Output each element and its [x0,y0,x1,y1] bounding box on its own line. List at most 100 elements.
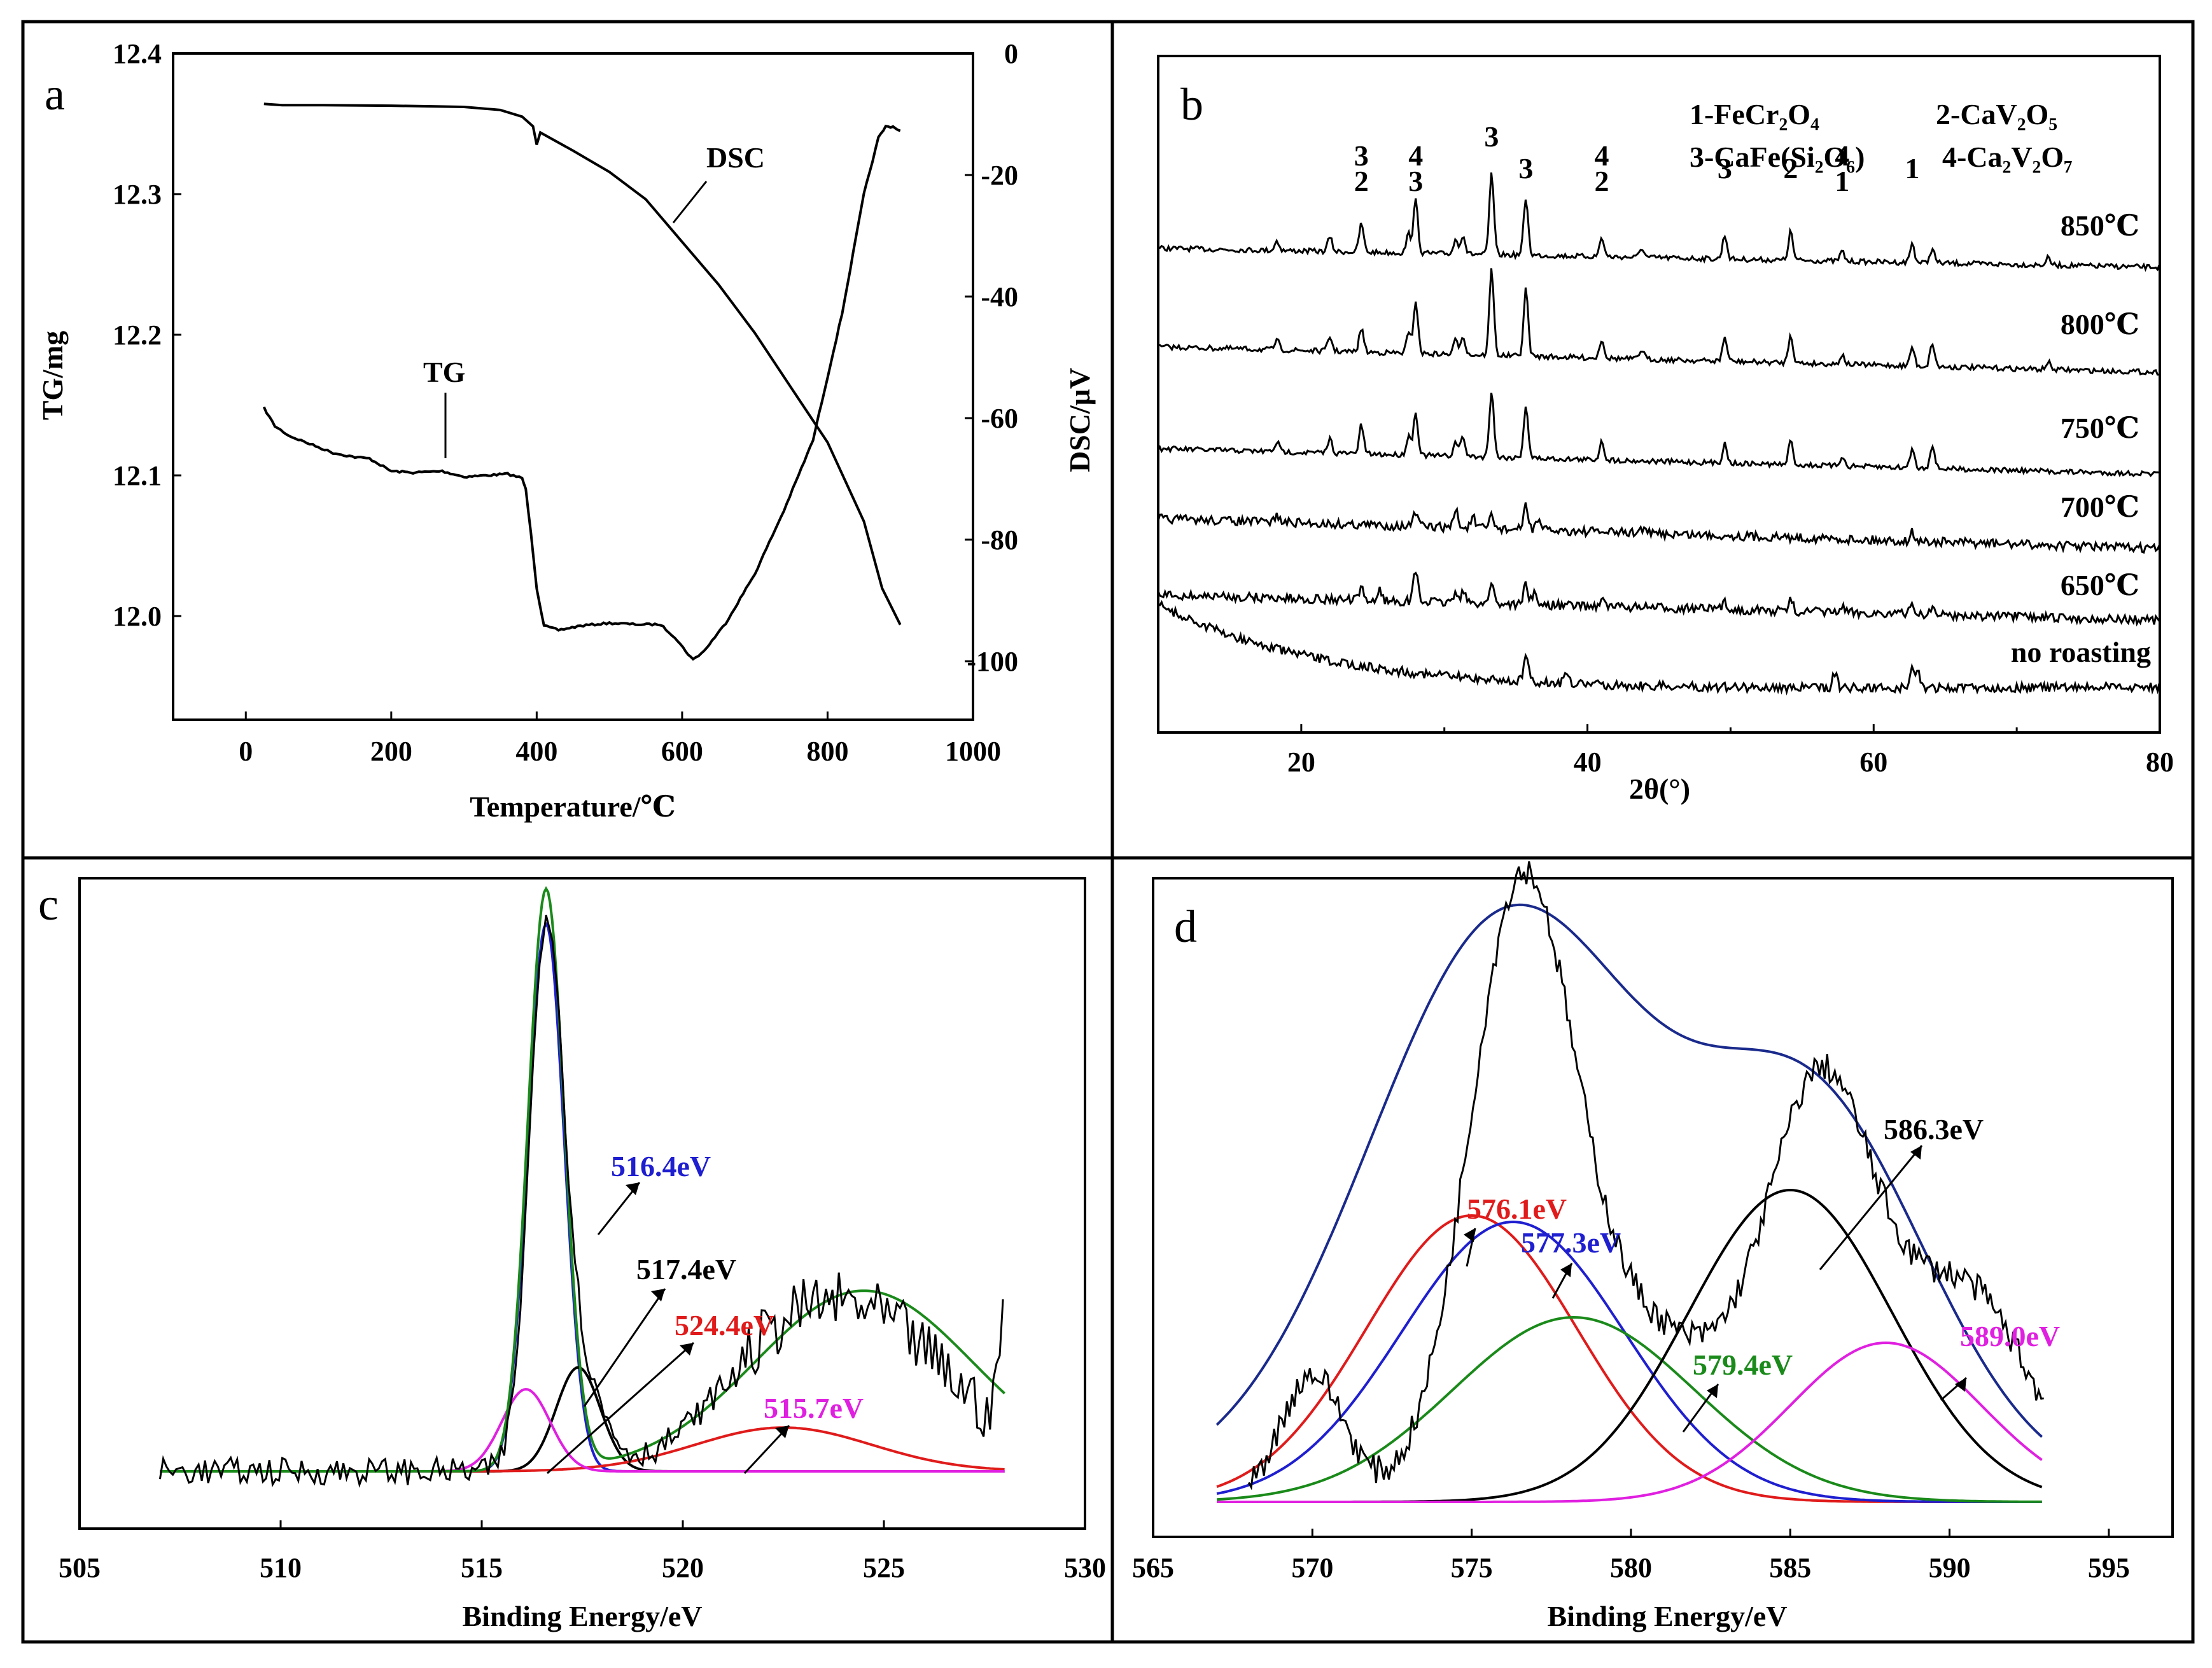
annotation-arrowhead [626,1182,640,1195]
panel-d-ticks: 565 570 575 580 585 590 595 [1132,1529,2130,1583]
tg-annotation-label: TG [423,356,465,388]
label-700c: 700℃ [2061,491,2139,523]
label-no-roasting: no roasting [2011,636,2151,668]
panel-d-x-tick-label: 585 [1769,1552,1811,1583]
panel-d-x-tick-label: 565 [1132,1552,1174,1583]
peak-label: 3 [1484,120,1499,153]
annotation-arrowhead [1910,1146,1922,1160]
peak-energy-label: 586.3eV [1884,1113,1984,1146]
panel-a-x-tick-label: 0 [239,736,253,767]
panel-a-y-right-tick-label: -20 [981,160,1018,191]
panel-c: c 505 510 515 520 525 530 516.4eV 517.4eV 524.4… [38,877,1106,1632]
peak-energy-label: 579.4eV [1693,1349,1793,1381]
annotation-arrowhead [680,1343,694,1356]
panel-a-x-axis-label: Temperature/℃ [470,790,675,823]
panel-b-x-tick-label: 80 [2146,746,2174,778]
xps-fit-curve [160,886,1005,1473]
panel-d-plot-frame [1152,877,2174,1538]
panel-b-x-tick-label: 20 [1287,746,1315,778]
peak-label: 1 [1835,165,1849,197]
label-750c: 750℃ [2061,412,2139,444]
label-850c: 850℃ [2061,209,2139,242]
legend-ca2v2o7: 4-Ca₂V₂O₇ [1942,141,2073,173]
panel-a-y-right-tick-label: -60 [981,403,1018,434]
xrd-pattern [1157,502,2160,554]
peak-energy-label: 576.1eV [1467,1193,1567,1225]
panel-b-plot-frame [1157,55,2161,734]
panel-d-x-tick-label: 595 [2088,1552,2130,1583]
peak-energy-label: 515.7eV [764,1392,864,1424]
annotation-arrowhead [1707,1384,1718,1398]
panel-a-y-left-tick-label: 12.2 [113,319,162,351]
dsc-annotation-label: DSC [706,141,765,174]
annotation-arrowhead [1955,1378,1966,1392]
xrd-pattern [1158,172,2160,272]
panel-c-ticks: 505 510 515 520 525 530 [59,1520,1106,1583]
peak-label: 3 [1518,152,1533,185]
panel-a-x-tick-label: 400 [515,736,557,767]
panel-b-ticks: 20 40 60 80 [1287,724,2174,778]
peak-energy-label: 589.0eV [1960,1320,2060,1352]
peak-label: 4 [1595,139,1609,172]
panel-d: d 565 570 575 580 585 590 595 576.1eV577.3eV57… [1132,861,2174,1632]
panel-a-plot-frame [172,52,974,721]
peak-energy-label: 577.3eV [1521,1226,1621,1259]
peak-label: 3 [1354,139,1369,172]
panel-c-x-axis-label: Binding Energy/eV [462,1600,702,1632]
xrd-pattern [1158,268,2160,376]
panel-a-letter: a [45,69,65,120]
annotation-arrow [583,1288,666,1407]
panel-d-letter: d [1174,901,1197,952]
panel-d-x-tick-label: 580 [1610,1552,1652,1583]
peak-label: 4 [1408,139,1423,172]
panel-b-x-tick-label: 60 [1859,746,1887,778]
xrd-pattern [1158,599,2160,696]
panel-a-x-tick-label: 800 [806,736,848,767]
panel-a-y-left-tick-label: 12.0 [113,601,162,632]
annotation-arrow [547,1342,694,1475]
panel-c-x-tick-label: 525 [863,1552,905,1583]
peak-label: 1 [1905,152,1919,185]
panel-c-x-tick-label: 510 [260,1552,302,1583]
panel-a-x-tick-label: 200 [370,736,412,767]
label-800c: 800℃ [2061,308,2139,340]
panel-c-letter: c [38,879,59,930]
legend-fecr2o4: 1-FeCr₂O₄ [1690,98,1819,130]
panel-a-y-right-label: DSC/μV [1063,368,1096,472]
panel-a-y-right-tick-label: -80 [981,524,1018,556]
panel-c-x-tick-label: 515 [461,1552,503,1583]
xrd-pattern [1157,393,2160,477]
panel-a-y-right-tick-label: 0 [1004,38,1018,69]
panel-a-x-tick-label: 600 [661,736,703,767]
xps-raw-spectrum [1247,861,2044,1490]
peak-label: 3 [1408,165,1423,197]
legend-cafesi2o6: 3-CaFe(Si₂O₆) [1690,141,1865,173]
panel-a-y-right-tick-label: -100 [967,646,1018,677]
peak-energy-label: 524.4eV [675,1309,774,1342]
figure-frame [21,20,2195,1644]
panel-c-plot-frame [78,877,1086,1530]
label-650c: 650℃ [2061,569,2139,601]
panel-c-x-tick-label: 520 [662,1552,704,1583]
annotation-arrowhead [775,1426,789,1438]
panel-c-x-tick-label: 530 [1064,1552,1106,1583]
peak-label: 3 [1718,152,1732,185]
xps-fit-curve [1217,1341,2043,1503]
panel-a-y-left-tick-label: 12.1 [113,460,162,491]
panel-a-y-left-tick-label: 12.4 [113,38,162,69]
peak-label: 2 [1354,165,1369,197]
annotation-arrowhead [651,1289,665,1301]
annotation-arrowhead [1464,1228,1475,1242]
panel-b-x-axis-label: 2θ(°) [1629,773,1690,805]
panel-b-curves [1157,172,2160,696]
xps-envelope-curve [1215,903,2043,1438]
panel-c-x-tick-label: 505 [59,1552,101,1583]
tg-curve [262,124,901,661]
panel-b-letter: b [1180,79,1203,130]
annotation-arrowhead [1560,1263,1572,1277]
panel-d-curves [1215,861,2044,1503]
panel-a-y-left-tick-label: 12.3 [113,179,162,210]
